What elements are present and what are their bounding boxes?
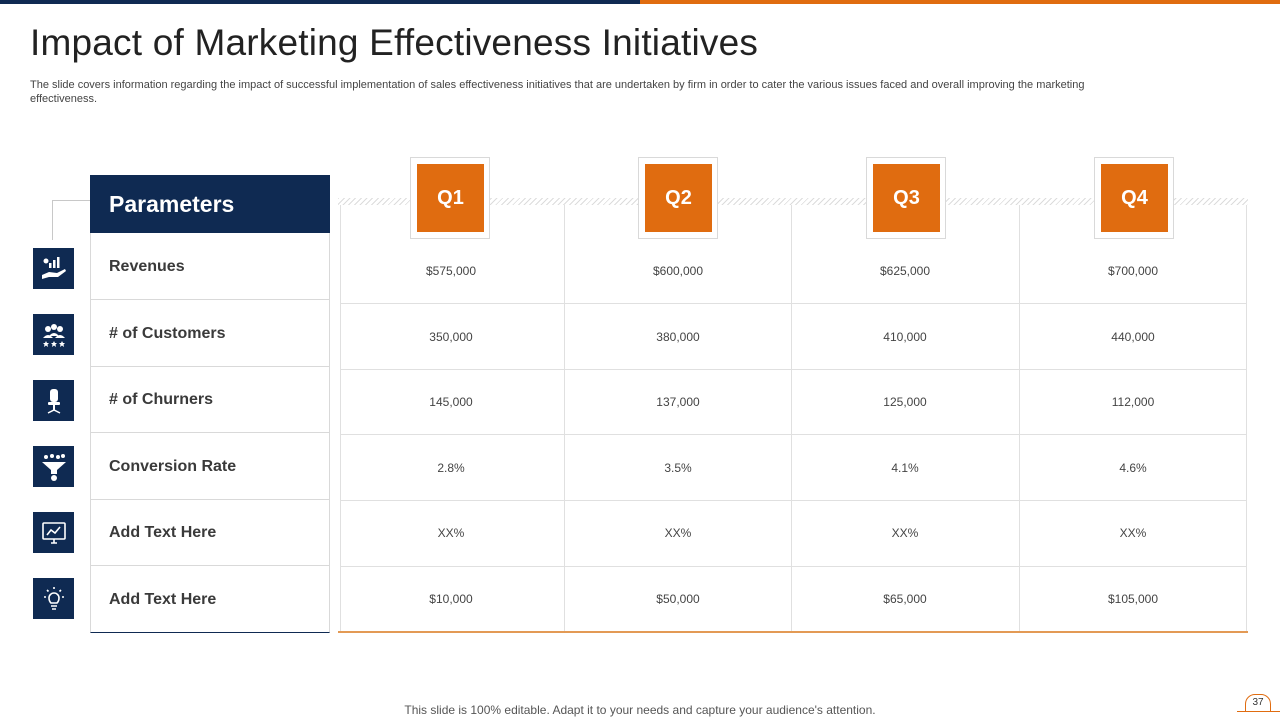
- monitor-icon: [33, 512, 74, 553]
- grid-line: [564, 205, 565, 632]
- header-hatch-band: [338, 198, 1248, 205]
- quarter-header-q2: Q2: [638, 157, 718, 239]
- table-cell: 440,000: [1111, 330, 1155, 344]
- table-cell: 4.6%: [1119, 461, 1147, 475]
- table-cell: 145,000: [429, 395, 473, 409]
- grid-line: [340, 434, 1247, 435]
- lightbulb-icon: [33, 578, 74, 619]
- table-cell: 112,000: [1111, 395, 1155, 409]
- quarter-label: Q4: [1101, 164, 1168, 232]
- grid-bottom-line: [338, 631, 1248, 633]
- table-cell: 125,000: [883, 395, 927, 409]
- table-cell: 2.8%: [437, 461, 465, 475]
- table-cell: XX%: [1119, 526, 1147, 540]
- quarter-label: Q3: [873, 164, 940, 232]
- quarter-label: Q1: [417, 164, 484, 232]
- parameter-label: # of Churners: [109, 391, 214, 408]
- table-cell: 3.5%: [664, 461, 692, 475]
- slide-subtitle: The slide covers information regarding t…: [30, 79, 1085, 105]
- page-number: 37: [1245, 694, 1271, 712]
- table-cell: $10,000: [429, 592, 473, 606]
- parameter-label: Add Text Here: [109, 591, 217, 608]
- slide-footer-note: This slide is 100% editable. Adapt it to…: [404, 703, 876, 717]
- customers-icon: [33, 314, 74, 355]
- grid-line: [340, 369, 1247, 370]
- table-cell: XX%: [891, 526, 919, 540]
- table-cell: 4.1%: [891, 461, 919, 475]
- grid-line: [340, 303, 1247, 304]
- parameter-label: Add Text Here: [109, 524, 217, 541]
- parameters-header: Parameters: [90, 175, 330, 233]
- table-cell: $50,000: [656, 592, 700, 606]
- quarter-header-q3: Q3: [866, 157, 946, 239]
- table-cell: $700,000: [1107, 264, 1159, 278]
- table-cell: 410,000: [883, 330, 927, 344]
- table-cell: $105,000: [1107, 592, 1159, 606]
- grid-line: [340, 566, 1247, 567]
- page-number-underline: [1237, 711, 1280, 712]
- grid-line: [340, 500, 1247, 501]
- funnel-icon: [33, 446, 74, 487]
- hand-chart-icon: [33, 248, 74, 289]
- grid-line: [1246, 205, 1247, 632]
- connector-line: [52, 200, 53, 240]
- grid-line: [340, 205, 341, 632]
- quarter-header-q1: Q1: [410, 157, 490, 239]
- parameter-row: Conversion Rate: [90, 433, 330, 500]
- table-cell: XX%: [437, 526, 465, 540]
- parameter-row: Add Text Here: [90, 500, 330, 566]
- parameter-label: Conversion Rate: [109, 458, 237, 475]
- top-accent-bar-orange: [640, 0, 1280, 4]
- grid-line: [791, 205, 792, 632]
- table-cell: 350,000: [429, 330, 473, 344]
- parameter-row: # of Churners: [90, 367, 330, 433]
- office-chair-icon: [33, 380, 74, 421]
- table-cell: $600,000: [652, 264, 704, 278]
- parameter-row: Add Text Here: [90, 566, 330, 633]
- table-cell: XX%: [664, 526, 692, 540]
- connector-line: [52, 200, 90, 201]
- parameter-row: # of Customers: [90, 300, 330, 367]
- table-cell: $65,000: [883, 592, 927, 606]
- table-cell: 137,000: [656, 395, 700, 409]
- parameter-label: # of Customers: [109, 325, 226, 342]
- grid-line: [1019, 205, 1020, 632]
- slide-title: Impact of Marketing Effectiveness Initia…: [30, 22, 759, 63]
- parameter-label: Revenues: [109, 258, 185, 275]
- table-cell: $575,000: [425, 264, 477, 278]
- top-accent-bar-navy: [0, 0, 640, 4]
- quarter-header-q4: Q4: [1094, 157, 1174, 239]
- table-cell: $625,000: [879, 264, 931, 278]
- table-cell: 380,000: [656, 330, 700, 344]
- parameter-row: Revenues: [90, 233, 330, 300]
- quarter-label: Q2: [645, 164, 712, 232]
